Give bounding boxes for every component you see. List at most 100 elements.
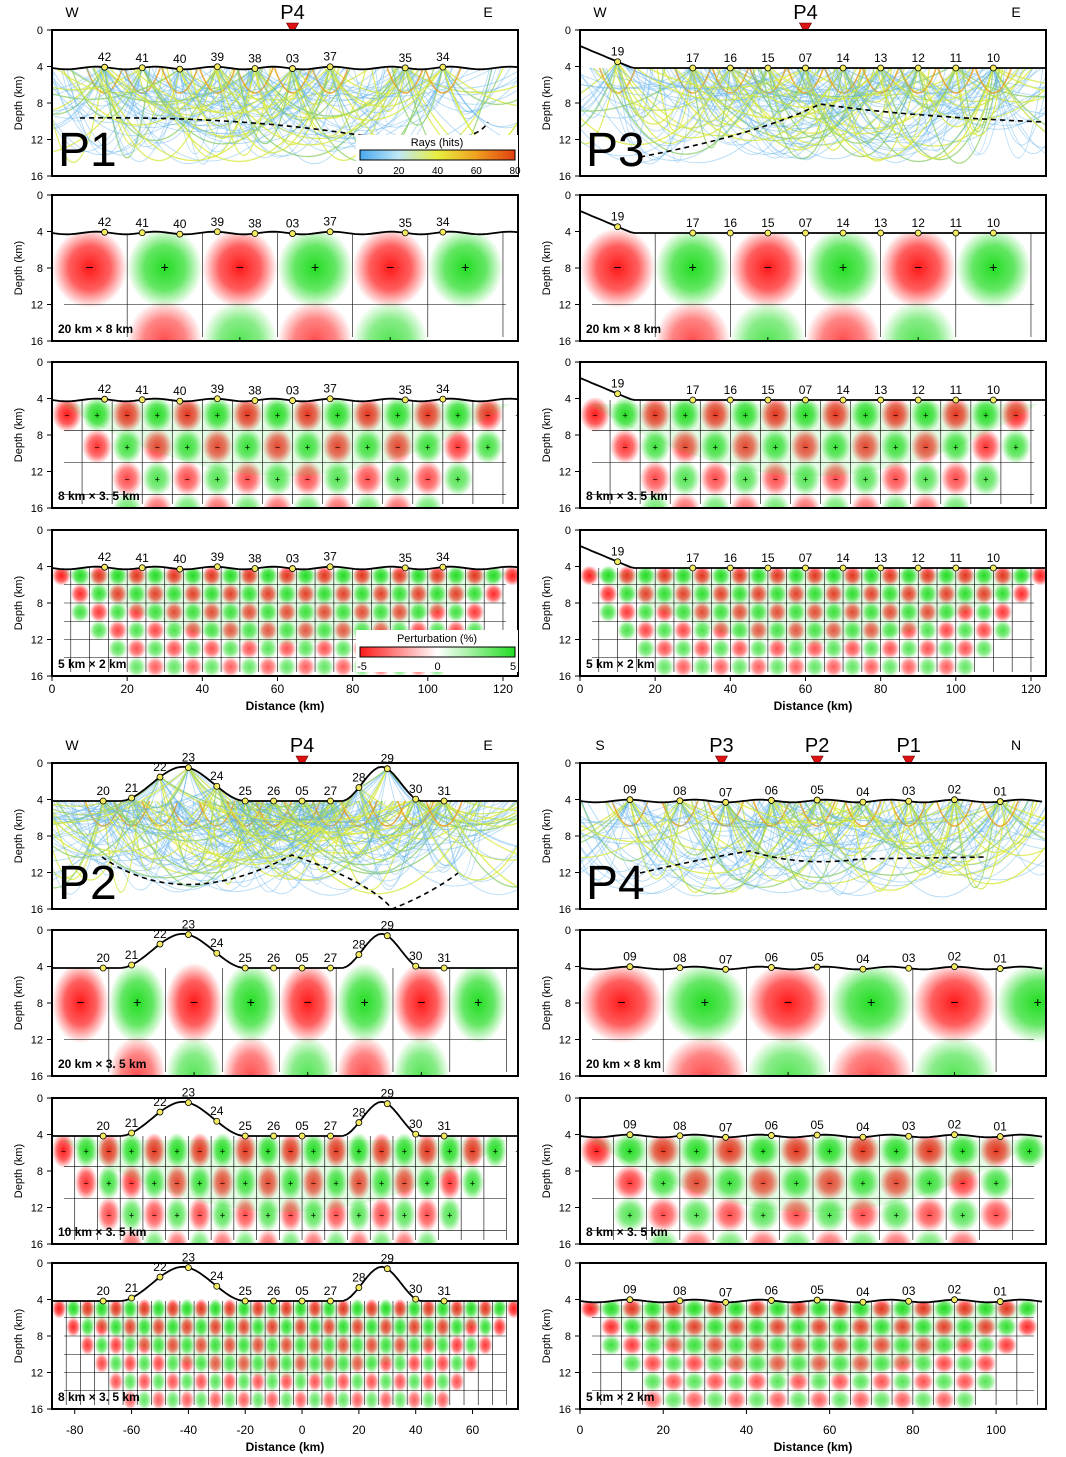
grid-lines xyxy=(592,1301,1038,1405)
station-dot xyxy=(128,961,135,969)
ray-path xyxy=(442,66,518,129)
resolution-label: 5 km × 2 km xyxy=(58,657,126,671)
minus-sign: − xyxy=(245,474,250,484)
depth-tick-label: 0 xyxy=(37,525,43,537)
station-label: 28 xyxy=(352,1106,366,1120)
ray-path xyxy=(257,800,303,880)
cell-positive xyxy=(222,1353,237,1374)
panel-P1-res-2: − + − + − + − + − + − + − + − +− + − + − + − + − + − + − +− + − + − + − + − +… xyxy=(13,357,519,515)
cell-positive xyxy=(788,1316,809,1337)
ray-path xyxy=(52,800,104,895)
station-label: 03 xyxy=(902,784,916,798)
cell-negative xyxy=(912,1371,934,1392)
cell-positive xyxy=(954,1316,976,1337)
cell-positive xyxy=(277,656,297,676)
station-label: 12 xyxy=(912,216,926,230)
checkerboard xyxy=(52,1298,518,1409)
ray-path xyxy=(685,67,806,129)
ray-path xyxy=(834,67,919,92)
cell-positive xyxy=(820,492,851,508)
station-dot xyxy=(156,1273,164,1281)
ray-path xyxy=(443,800,518,847)
cell-negative xyxy=(222,1298,237,1319)
station-label: 08 xyxy=(673,951,687,965)
cell-positive xyxy=(663,1389,685,1409)
station-label: 20 xyxy=(96,1284,110,1298)
plus-sign: + xyxy=(335,410,340,420)
station-label: 17 xyxy=(686,383,700,397)
resolution-label: 20 km × 3. 5 km xyxy=(58,1057,146,1071)
cell-negative xyxy=(315,565,334,586)
ray-path xyxy=(52,800,104,879)
cell-negative xyxy=(670,428,701,464)
cell-negative xyxy=(786,656,806,676)
minus-sign: − xyxy=(197,1146,202,1156)
cell-positive xyxy=(194,1353,209,1374)
station-dot xyxy=(99,797,107,805)
cell-positive xyxy=(415,1164,439,1200)
ray-path xyxy=(727,800,864,832)
ray-path xyxy=(737,67,919,91)
cell-positive xyxy=(760,428,791,464)
station-dot xyxy=(101,395,109,403)
minus-sign: − xyxy=(794,1146,799,1156)
plus-sign: + xyxy=(133,994,141,1010)
cell-positive xyxy=(435,1335,450,1356)
plus-sign: + xyxy=(94,410,99,420)
cell-negative xyxy=(711,583,731,604)
ray-path xyxy=(752,67,807,113)
cell-negative xyxy=(684,1353,705,1374)
ray-path xyxy=(330,800,443,882)
ray-path xyxy=(52,767,189,861)
cell-negative xyxy=(336,1035,393,1076)
station-label: 38 xyxy=(248,216,262,230)
minus-sign: − xyxy=(402,1178,407,1188)
distance-tick-label: 40 xyxy=(740,1423,754,1437)
distance-tick-label: 100 xyxy=(946,682,966,696)
resolution-label: 8 km × 3. 5 km xyxy=(586,1225,668,1239)
cell-negative xyxy=(390,602,410,623)
plus-sign: + xyxy=(288,1178,293,1188)
depth-tick-label: 16 xyxy=(559,1239,571,1251)
cell-positive xyxy=(279,1228,302,1244)
cell-positive xyxy=(179,1371,195,1392)
minus-sign: − xyxy=(515,1146,520,1156)
cell-positive xyxy=(208,1298,223,1319)
cell-positive xyxy=(202,620,222,641)
station-dot xyxy=(138,229,146,237)
cell-negative xyxy=(202,565,222,586)
cell-positive xyxy=(279,1316,294,1337)
cell-negative xyxy=(442,428,473,464)
cell-negative xyxy=(250,1298,266,1319)
ray-path xyxy=(725,800,760,853)
minus-sign: − xyxy=(613,259,621,275)
plus-sign: + xyxy=(493,1146,498,1156)
cell-negative xyxy=(145,620,165,641)
cell-positive xyxy=(202,396,233,433)
ray-path xyxy=(616,67,694,161)
panel-content xyxy=(580,30,1046,165)
cell-positive xyxy=(640,428,671,464)
cell-positive xyxy=(617,583,637,604)
cell-negative xyxy=(673,656,693,676)
station-label: 34 xyxy=(436,382,450,396)
ray-path xyxy=(899,67,957,109)
ray-path xyxy=(425,800,463,827)
cell-negative xyxy=(52,962,109,1044)
ray-path xyxy=(992,67,1046,148)
cell-positive xyxy=(412,428,443,464)
depth-axis-label: Depth (km) xyxy=(13,1144,25,1198)
depth-axis-label: Depth (km) xyxy=(13,1309,25,1363)
depth-tick-label: 16 xyxy=(31,336,43,348)
cell-negative xyxy=(407,1353,422,1374)
cell-negative xyxy=(89,565,109,586)
ray-path xyxy=(358,787,496,873)
ray-path xyxy=(52,67,143,153)
station-dot xyxy=(813,963,821,971)
cell-positive xyxy=(324,1228,348,1244)
station-dot xyxy=(989,64,997,72)
cell-negative xyxy=(871,1335,893,1356)
cell-positive xyxy=(954,1353,976,1374)
minus-sign: − xyxy=(993,1210,998,1220)
cell-positive xyxy=(279,1389,294,1409)
